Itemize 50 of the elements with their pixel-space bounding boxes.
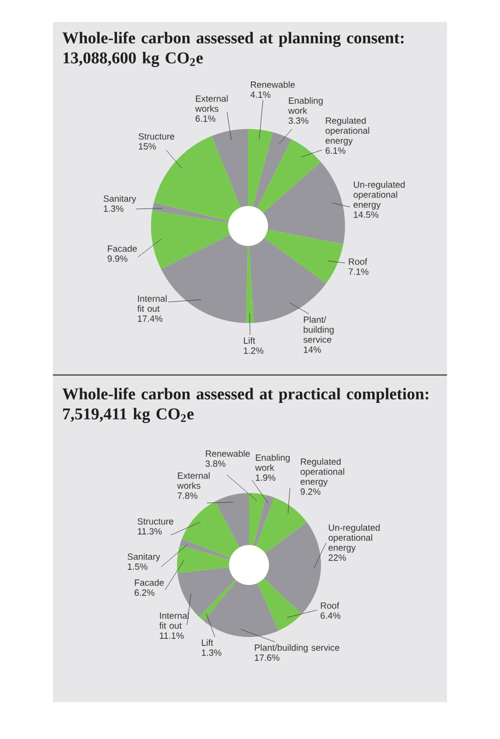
data-label: 6.2%: [134, 589, 154, 596]
slice-label: External works: [177, 472, 210, 489]
slice-label: Structure: [138, 518, 174, 525]
data-label: 11.3%: [138, 528, 162, 535]
slice-label: External works: [195, 95, 228, 112]
slice-label: Roof: [320, 602, 340, 609]
slice-label: Regulated operational energy: [326, 117, 370, 146]
slice-label: Plant/building service: [254, 644, 340, 653]
data-label: 3.3%: [288, 117, 308, 124]
slice-label: Un-regulated operational energy: [328, 524, 380, 553]
slice-label: Plant/ building service: [303, 316, 334, 343]
slice-label: Sanitary: [128, 553, 160, 562]
slice-label: Lift: [202, 639, 214, 646]
data-label: 1.3%: [104, 205, 124, 212]
data-label: 1.5%: [128, 563, 148, 570]
slice-label: Roof: [348, 258, 368, 265]
data-label: 6.1%: [326, 147, 346, 154]
data-label: 1.9%: [256, 474, 276, 481]
data-label: 3.8%: [206, 460, 226, 467]
slice-label: Facade: [134, 579, 164, 586]
data-label: 1.3%: [202, 649, 222, 656]
slice-label: Internal fit out: [137, 295, 167, 312]
data-label: 6.1%: [196, 115, 216, 122]
data-label: 9.2%: [300, 488, 320, 495]
slice-label: Internal fit out: [159, 612, 189, 629]
slice-label: Enabling work: [255, 454, 290, 471]
chart-title: Whole-life carbon assessed at planning consent: 13,088,600 kg CO$_{2}$e: [62, 32, 404, 67]
data-label: 7.1%: [348, 268, 368, 275]
data-label: 22%: [328, 554, 346, 561]
data-label: 1.2%: [244, 347, 264, 354]
data-label: 17.4%: [138, 315, 162, 322]
data-label: 6.4%: [320, 612, 340, 619]
slice-label: Lift: [244, 337, 256, 344]
data-label: 14%: [304, 346, 321, 353]
chart-title: Whole-life carbon assessed at practical completion: 7,519,411 kg CO$_{2}$e: [62, 388, 428, 423]
slice-label: Renewable: [250, 81, 295, 88]
data-label: 11.1%: [160, 632, 184, 639]
data-label: 17.6%: [254, 654, 280, 661]
slice-label: Enabling work: [288, 97, 323, 114]
slice-label: Facade: [108, 245, 137, 252]
slice-label: Structure: [138, 133, 174, 140]
data-label: 9.9%: [108, 255, 128, 262]
slice-label: Regulated operational energy: [300, 458, 344, 487]
slice-label: Sanitary: [104, 195, 136, 204]
data-label: 15%: [138, 143, 156, 150]
slice-label: Un-regulated operational energy: [354, 181, 405, 210]
data-label: 4.1%: [250, 91, 270, 98]
slice-label: Renewable: [206, 450, 250, 457]
data-label: 14.5%: [354, 211, 378, 218]
data-label: 7.8%: [178, 492, 198, 499]
